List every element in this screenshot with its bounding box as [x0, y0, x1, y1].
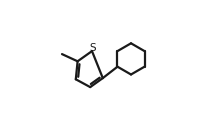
Text: S: S — [89, 44, 96, 54]
